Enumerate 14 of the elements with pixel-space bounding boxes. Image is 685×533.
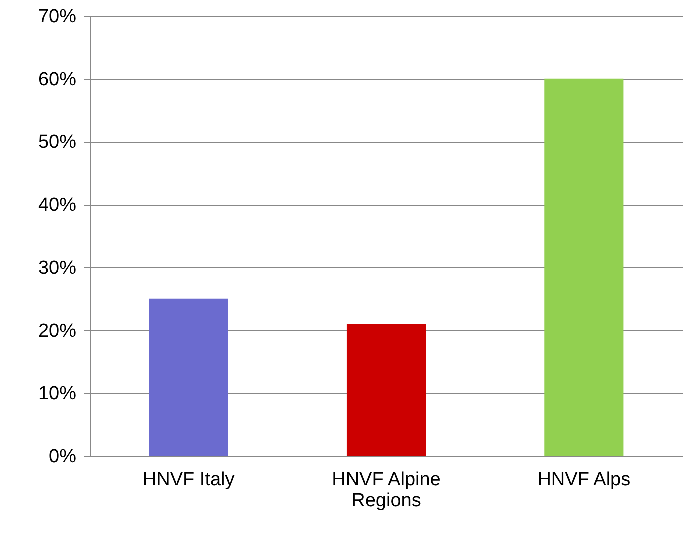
x-tick-label: HNVF Alps: [538, 470, 631, 490]
y-tick-label: 40%: [38, 195, 77, 216]
y-tick-label: 70%: [38, 6, 77, 28]
bar: [149, 298, 228, 456]
bar: [346, 324, 426, 456]
y-tick-label: 20%: [38, 320, 77, 342]
y-tick-label: 10%: [38, 384, 77, 405]
y-tick-label: 30%: [38, 258, 77, 279]
y-tick-label: 50%: [38, 132, 77, 154]
y-tick-label: 0%: [49, 446, 77, 468]
y-tick-label: 60%: [38, 69, 77, 90]
bar: [544, 78, 624, 456]
x-tick-label: HNVF Italy: [142, 470, 236, 490]
x-tick-label: HNVF Alpine Regions: [332, 470, 441, 512]
